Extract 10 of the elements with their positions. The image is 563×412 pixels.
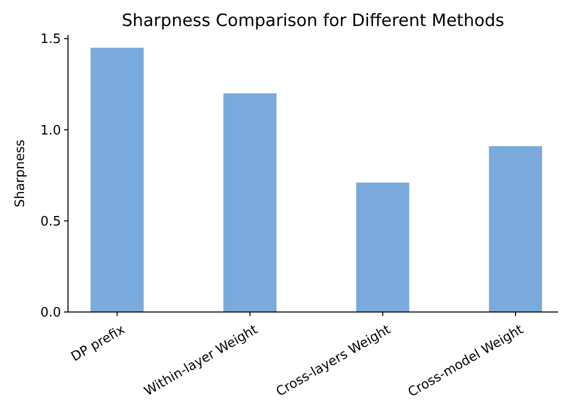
y-axis-title: Sharpness <box>13 139 28 208</box>
bar <box>488 146 542 312</box>
y-tick-label: 0.0 <box>40 306 61 321</box>
bar <box>223 93 276 312</box>
y-tick-label: 1.5 <box>40 32 61 48</box>
bar <box>90 48 144 312</box>
chart-title: Sharpness Comparison for Different Methods <box>122 11 504 31</box>
y-tick-label: 0.5 <box>40 214 61 230</box>
y-tick-label: 1.0 <box>40 123 61 138</box>
bar <box>356 182 410 312</box>
